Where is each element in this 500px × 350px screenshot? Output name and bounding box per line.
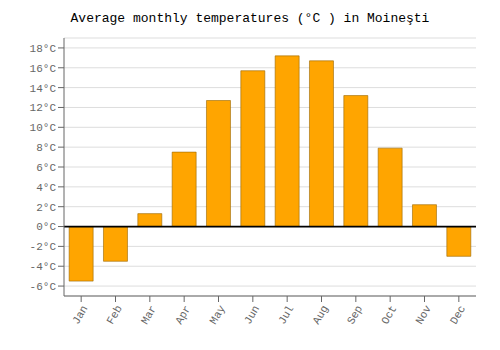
- svg-text:-2°C: -2°C: [30, 241, 57, 253]
- svg-text:Oct: Oct: [379, 303, 399, 326]
- svg-text:6°C: 6°C: [36, 162, 56, 174]
- svg-text:0°C: 0°C: [36, 221, 56, 233]
- svg-text:8°C: 8°C: [36, 142, 56, 154]
- svg-text:-6°C: -6°C: [30, 281, 57, 293]
- svg-text:2°C: 2°C: [36, 202, 56, 214]
- svg-text:4°C: 4°C: [36, 182, 56, 194]
- svg-text:Sep: Sep: [345, 303, 365, 326]
- svg-text:Dec: Dec: [448, 303, 468, 326]
- svg-text:18°C: 18°C: [30, 43, 57, 55]
- svg-text:12°C: 12°C: [30, 102, 57, 114]
- svg-text:Nov: Nov: [414, 303, 434, 326]
- svg-text:Jan: Jan: [70, 303, 90, 326]
- svg-text:10°C: 10°C: [30, 122, 57, 134]
- svg-text:Jul: Jul: [276, 303, 296, 326]
- svg-text:Aug: Aug: [311, 303, 331, 326]
- svg-text:Mar: Mar: [139, 303, 159, 326]
- svg-text:Apr: Apr: [173, 303, 193, 326]
- svg-text:14°C: 14°C: [30, 83, 57, 95]
- svg-text:16°C: 16°C: [30, 63, 57, 75]
- html-text:Average monthly temperatures (: Average monthly temperatures (°C ) in Mo…: [70, 11, 430, 26]
- svg-text:-4°C: -4°C: [30, 261, 57, 273]
- svg-text:May: May: [208, 303, 228, 326]
- svg-text:Feb: Feb: [105, 303, 125, 326]
- svg-text:Jun: Jun: [242, 303, 262, 326]
